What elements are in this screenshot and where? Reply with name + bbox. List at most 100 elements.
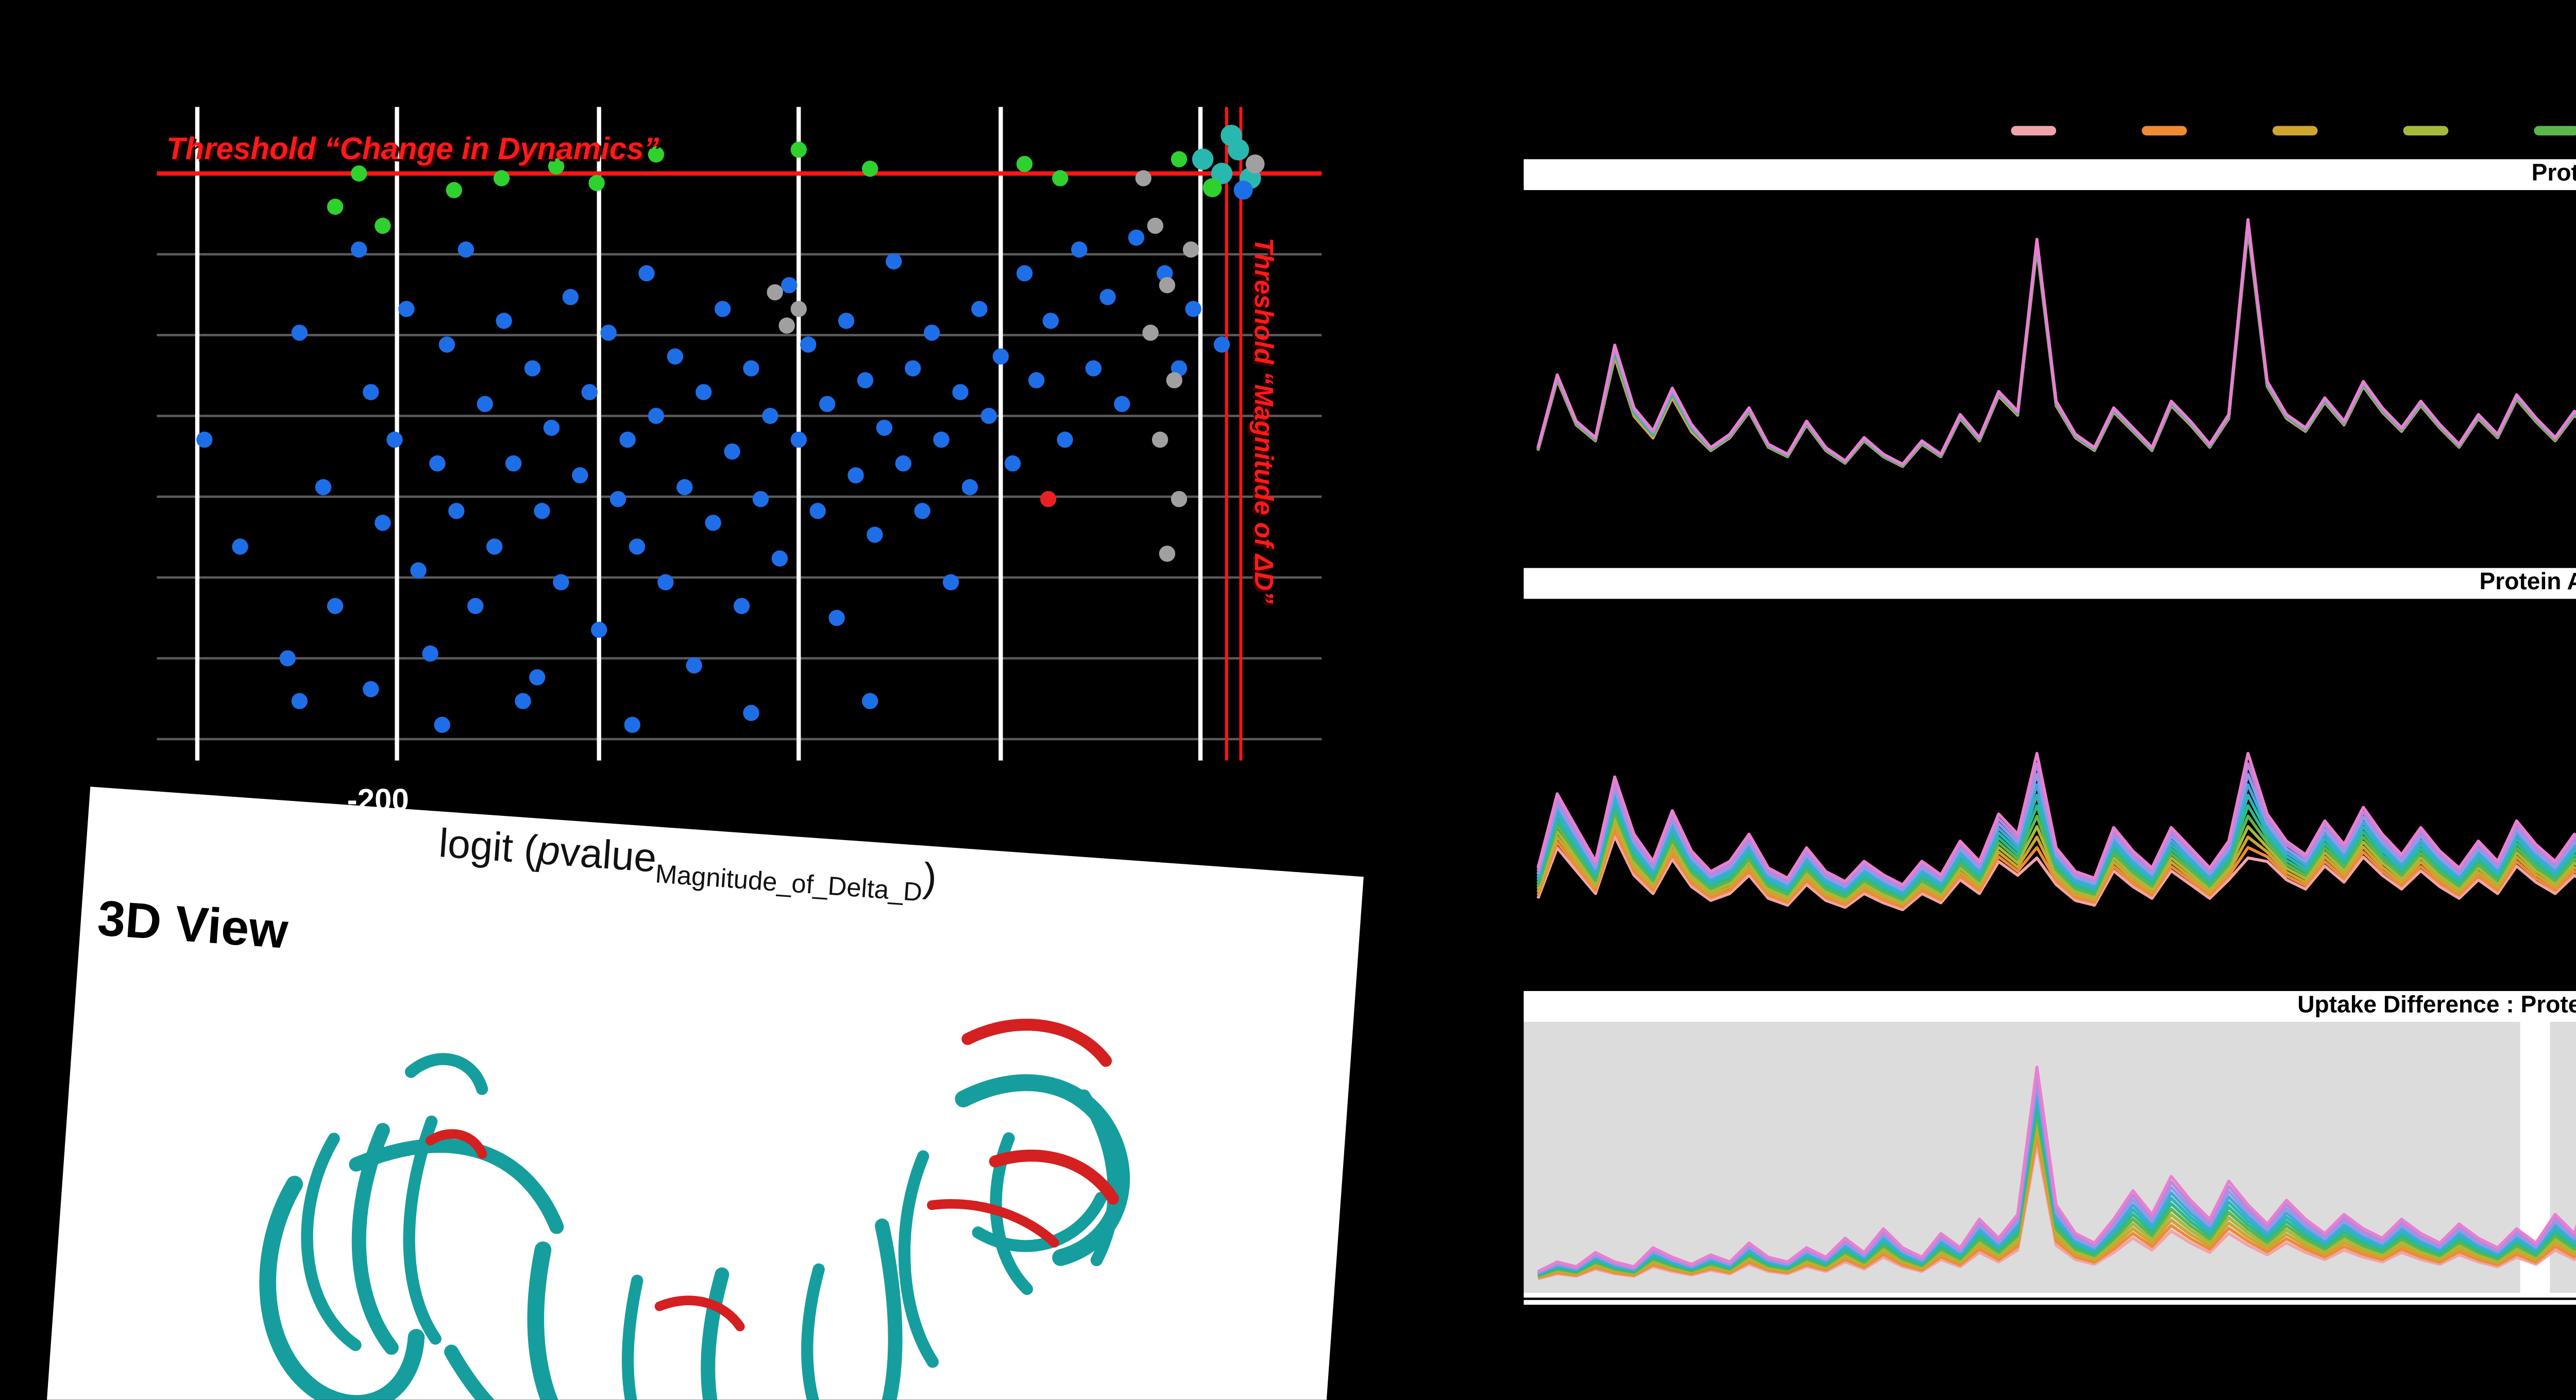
volcano-point[interactable] bbox=[705, 515, 721, 531]
volcano-point[interactable] bbox=[327, 198, 344, 215]
uptake-series-line[interactable] bbox=[1537, 1119, 2576, 1279]
uptake-series-line[interactable] bbox=[1536, 811, 2576, 922]
volcano-point[interactable] bbox=[1142, 325, 1159, 341]
volcano-point[interactable] bbox=[548, 158, 565, 175]
volcano-point[interactable] bbox=[1159, 277, 1176, 294]
volcano-canvas[interactable] bbox=[157, 107, 1322, 761]
uptake-series-line[interactable] bbox=[1536, 218, 2576, 466]
volcano-point[interactable] bbox=[1085, 360, 1102, 377]
legend-swatch[interactable] bbox=[2534, 126, 2576, 135]
protein-structure[interactable] bbox=[164, 952, 1258, 1400]
volcano-point[interactable] bbox=[477, 396, 493, 413]
volcano-point[interactable] bbox=[867, 526, 883, 543]
legend-swatch[interactable] bbox=[2142, 126, 2187, 135]
volcano-point[interactable] bbox=[980, 407, 997, 424]
volcano-point[interactable] bbox=[232, 538, 248, 555]
volcano-point[interactable] bbox=[1233, 180, 1253, 200]
volcano-point[interactable] bbox=[1151, 431, 1168, 448]
volcano-point[interactable] bbox=[857, 372, 874, 388]
volcano-point[interactable] bbox=[790, 301, 807, 317]
protein-a-chart[interactable] bbox=[1523, 190, 2576, 559]
uptake-series-line[interactable] bbox=[1536, 763, 2576, 912]
volcano-point[interactable] bbox=[1042, 313, 1059, 329]
volcano-point[interactable] bbox=[848, 467, 864, 484]
volcano-point[interactable] bbox=[1028, 372, 1045, 388]
volcano-point[interactable] bbox=[1016, 265, 1033, 282]
volcano-point[interactable] bbox=[1192, 148, 1214, 170]
volcano-point[interactable] bbox=[828, 609, 845, 626]
volcano-point[interactable] bbox=[961, 479, 978, 496]
volcano-point[interactable] bbox=[771, 550, 788, 567]
volcano-point[interactable] bbox=[895, 455, 911, 472]
volcano-point[interactable] bbox=[762, 407, 778, 424]
volcano-point[interactable] bbox=[1057, 431, 1073, 448]
uptake-series-line[interactable] bbox=[1537, 1104, 2576, 1278]
uptake-series-line[interactable] bbox=[1537, 1126, 2576, 1280]
volcano-point[interactable] bbox=[629, 538, 646, 555]
volcano-point[interactable] bbox=[648, 146, 665, 163]
volcano-point[interactable] bbox=[351, 165, 367, 182]
uptake-series-line[interactable] bbox=[1537, 1073, 2576, 1276]
volcano-point[interactable] bbox=[914, 503, 930, 519]
volcano-point[interactable] bbox=[1114, 396, 1130, 413]
volcano-point[interactable] bbox=[496, 313, 512, 329]
volcano-point[interactable] bbox=[429, 455, 446, 472]
volcano-point[interactable] bbox=[686, 657, 702, 674]
volcano-point[interactable] bbox=[562, 289, 579, 305]
volcano-point[interactable] bbox=[743, 705, 759, 721]
uptake-series-line[interactable] bbox=[1536, 674, 2576, 895]
volcano-point[interactable] bbox=[952, 384, 969, 400]
volcano-point[interactable] bbox=[743, 360, 759, 377]
volcano-point[interactable] bbox=[1213, 336, 1230, 353]
volcano-point[interactable] bbox=[315, 479, 332, 496]
volcano-point[interactable] bbox=[923, 325, 940, 341]
volcano-point[interactable] bbox=[1147, 217, 1164, 234]
volcano-point[interactable] bbox=[790, 141, 807, 158]
volcano-point[interactable] bbox=[862, 693, 878, 709]
uptake-series-line[interactable] bbox=[1537, 1096, 2576, 1278]
uptake-series-line[interactable] bbox=[1537, 1111, 2576, 1279]
volcano-point[interactable] bbox=[196, 431, 213, 448]
volcano-point[interactable] bbox=[624, 716, 640, 733]
volcano-point[interactable] bbox=[1202, 178, 1222, 197]
volcano-point[interactable] bbox=[505, 455, 522, 472]
volcano-point[interactable] bbox=[1182, 241, 1199, 258]
uptake-series-line[interactable] bbox=[1537, 1142, 2576, 1281]
uptake-series-line[interactable] bbox=[1536, 710, 2576, 901]
uptake-series-line[interactable] bbox=[1536, 656, 2576, 892]
volcano-point[interactable] bbox=[591, 621, 607, 638]
legend-swatch[interactable] bbox=[2011, 126, 2057, 135]
volcano-point[interactable] bbox=[781, 277, 798, 294]
volcano-point[interactable] bbox=[434, 716, 450, 733]
uptake-series-line[interactable] bbox=[1536, 781, 2576, 915]
volcano-point[interactable] bbox=[291, 325, 308, 341]
volcano-point[interactable] bbox=[588, 175, 605, 191]
volcano-point[interactable] bbox=[457, 241, 474, 258]
uptake-series-line[interactable] bbox=[1536, 220, 2576, 483]
volcano-point[interactable] bbox=[992, 348, 1009, 365]
volcano-point[interactable] bbox=[1171, 491, 1188, 507]
volcano-point[interactable] bbox=[619, 431, 636, 448]
volcano-point[interactable] bbox=[581, 384, 598, 400]
volcano-point[interactable] bbox=[638, 265, 655, 282]
volcano-point[interactable] bbox=[676, 479, 693, 496]
uptake-series-line[interactable] bbox=[1536, 639, 2576, 889]
legend-swatch[interactable] bbox=[2403, 126, 2449, 135]
volcano-point[interactable] bbox=[572, 467, 588, 484]
volcano-point[interactable] bbox=[327, 597, 344, 614]
volcano-point[interactable] bbox=[767, 284, 783, 301]
volcano-point[interactable] bbox=[375, 217, 391, 234]
volcano-point[interactable] bbox=[609, 491, 626, 507]
volcano-point[interactable] bbox=[553, 574, 569, 591]
volcano-point[interactable] bbox=[648, 407, 665, 424]
volcano-point[interactable] bbox=[886, 253, 902, 270]
uptake-series-line[interactable] bbox=[1536, 227, 2576, 520]
volcano-point[interactable] bbox=[933, 431, 950, 448]
uptake-series-line[interactable] bbox=[1537, 1081, 2576, 1277]
volcano-point[interactable] bbox=[862, 160, 878, 177]
uptake-series-line[interactable] bbox=[1536, 225, 2576, 507]
protein-a-ligand-chart[interactable] bbox=[1523, 599, 2576, 975]
volcano-point[interactable] bbox=[351, 241, 367, 258]
volcano-point[interactable] bbox=[724, 443, 740, 460]
legend-swatch[interactable] bbox=[2272, 126, 2318, 135]
